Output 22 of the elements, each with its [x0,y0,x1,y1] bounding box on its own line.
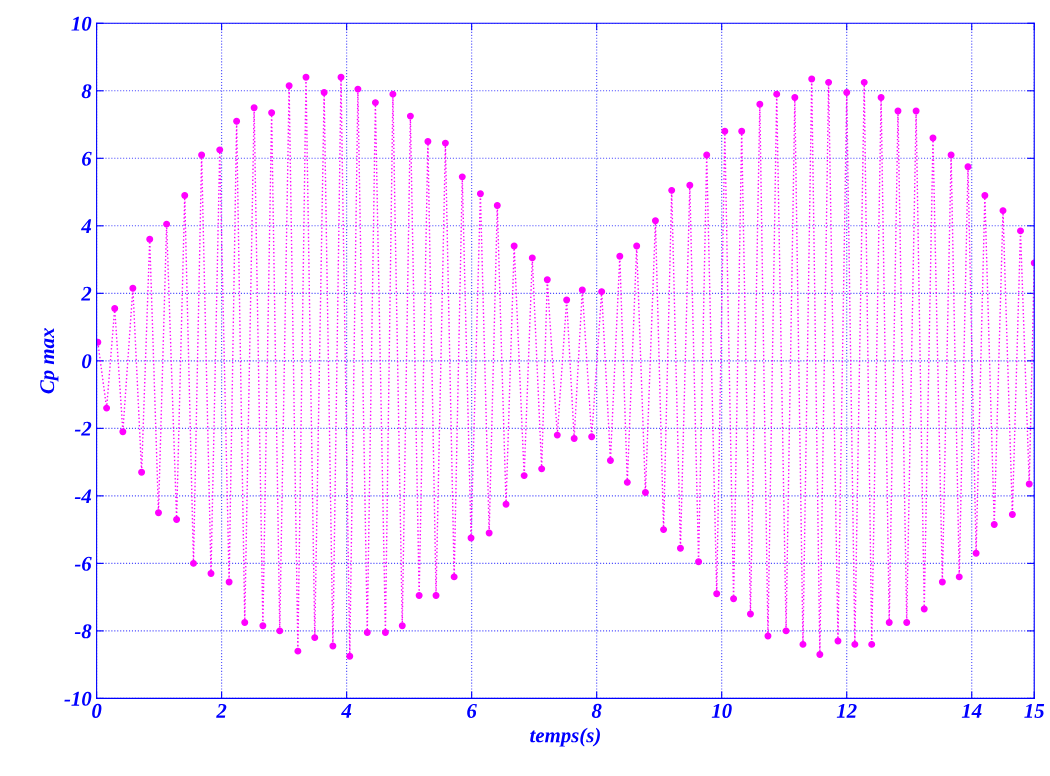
y-tick-label: 10 [71,16,92,31]
x-tick-label: 15 [1024,703,1045,718]
y-tick-label: 8 [81,84,92,99]
x-tick-label: 4 [341,704,352,718]
x-tick-label: 8 [591,703,602,718]
y-tick-label: 6 [82,151,92,166]
y-tick-label: 4 [81,219,92,234]
x-axis-title: temps(s) [530,727,600,747]
x-tick-label: 10 [711,703,732,718]
y-axis-title: Cp max [40,328,59,394]
x-tick-label: 2 [216,703,227,718]
y-tick-label: -10 [64,691,92,706]
y-tick-label: 2 [81,286,92,301]
x-tick-label: 12 [836,703,857,718]
y-tick-label: 0 [82,354,92,369]
x-tick-label: 14 [961,703,982,718]
y-tick-label: -8 [74,624,92,639]
y-tick-label: -2 [74,421,92,436]
y-tick-label: -6 [74,556,92,571]
y-tick-label: -4 [74,489,92,504]
x-tick-label: 0 [92,703,102,718]
x-tick-label: 6 [467,703,477,718]
